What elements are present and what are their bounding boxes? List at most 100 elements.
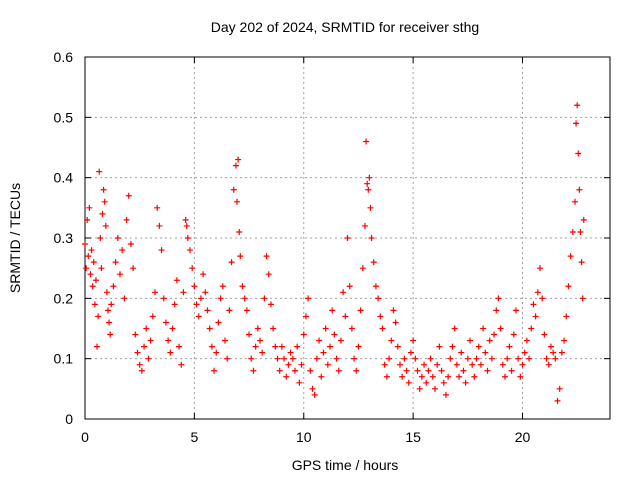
data-point [195,313,202,320]
data-point [432,385,438,392]
y-axis-label: SRMTID / TECUs [7,183,23,293]
data-point [112,259,119,266]
data-points [82,102,587,404]
data-point [138,367,145,374]
x-tick-label: 5 [190,429,198,445]
data-point [278,343,285,350]
y-tick-label: 0.1 [54,351,74,367]
data-point [89,283,96,290]
data-point [539,295,546,302]
data-point [241,295,248,302]
data-point [495,295,502,302]
data-point [475,343,482,350]
data-point [414,367,421,374]
data-point [499,361,506,368]
data-point [313,355,320,362]
data-point [375,295,382,302]
data-point [171,301,178,308]
data-point [367,204,374,211]
data-point [84,216,91,223]
data-point [407,349,414,356]
data-point [394,343,401,350]
data-point [359,265,366,272]
y-tick-label: 0.2 [54,290,74,306]
data-point [506,343,513,350]
data-point [226,307,233,314]
data-point [274,355,281,362]
data-point [484,367,491,374]
data-point [550,349,557,356]
data-point [397,361,403,368]
data-point [217,295,224,302]
data-point [228,259,235,266]
data-point [462,379,469,386]
data-point [189,265,196,272]
data-point [388,337,395,344]
data-point [456,373,463,380]
data-point [97,235,104,241]
data-point [556,385,563,392]
data-point [183,222,190,229]
data-point [100,186,107,193]
data-point [357,307,364,314]
data-point [416,385,423,392]
data-point [250,367,257,374]
data-point [232,162,239,169]
data-point [425,367,432,374]
data-point [488,355,495,362]
data-point [565,283,572,290]
data-point [421,361,428,368]
data-point [237,253,244,260]
data-point [127,241,134,248]
data-point [202,289,209,296]
data-point [471,373,478,380]
data-point [134,349,141,356]
data-point [219,283,226,290]
data-point [502,373,508,380]
data-point [305,295,312,302]
data-point [327,343,333,350]
data-point [141,343,148,350]
data-point [267,301,274,308]
data-point [401,355,408,362]
data-point [399,373,406,380]
data-point [423,379,430,386]
data-point [340,289,347,296]
data-point [90,259,97,266]
data-point [515,355,522,362]
data-point [517,373,524,380]
data-point [473,355,480,362]
data-point [331,331,338,338]
data-point [125,192,132,199]
data-point [547,343,554,350]
data-point [91,301,98,308]
data-point [365,186,372,193]
data-point [246,331,253,338]
x-tick-label: 15 [405,429,421,445]
data-point [283,373,290,380]
data-point [480,325,487,332]
data-point [154,204,161,211]
data-point [438,367,445,374]
data-point [96,168,103,175]
data-point [449,343,456,350]
data-point [329,307,336,314]
data-point [434,361,441,368]
data-point [523,337,530,344]
data-point [364,180,371,187]
data-point [83,265,90,272]
x-tick-label: 20 [515,429,531,445]
data-point [85,253,92,260]
x-axis-label: GPS time / hours [292,457,399,473]
data-point [204,307,211,314]
data-point [580,216,587,223]
data-point [311,391,318,398]
data-point [563,313,570,320]
data-point [87,271,94,278]
data-point [158,247,165,254]
data-point [294,343,301,350]
data-point [178,361,185,368]
data-point [405,379,412,386]
data-point [445,373,452,380]
data-point [379,325,386,332]
